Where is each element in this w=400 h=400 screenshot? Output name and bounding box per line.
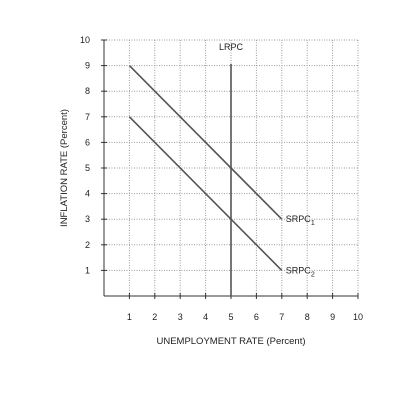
x-tick-label-8: 8	[305, 312, 310, 322]
y-tick-label-5: 5	[85, 163, 90, 173]
srpc-2-label: SRPC2	[286, 265, 315, 278]
x-tick-label-1: 1	[127, 312, 132, 322]
x-tick-label-2: 2	[152, 312, 157, 322]
series	[128, 64, 283, 296]
x-tick-label-4: 4	[203, 312, 208, 322]
y-axis-title: INFLATION RATE (Percent)	[59, 109, 70, 227]
srpc-1-label: SRPC1	[286, 214, 315, 227]
x-axis-title: UNEMPLOYMENT RATE (Percent)	[156, 336, 305, 347]
lrpc-label: LRPC	[219, 42, 244, 52]
y-tick-label-10: 10	[80, 35, 90, 45]
labels: 1 2 3 4 5 6 7 8 9 10 1 2 3 4 5 6 7 8 9 10 LRPC SRPC1 SRPC2	[80, 35, 363, 322]
x-tick-label-6: 6	[254, 312, 259, 322]
y-tick-label-2: 2	[85, 240, 90, 250]
srpc-2-line	[128, 116, 283, 271]
x-tick-label-5: 5	[228, 312, 233, 322]
y-tick-label-4: 4	[85, 189, 90, 199]
x-tick-label-3: 3	[178, 312, 183, 322]
y-tick-label-6: 6	[85, 137, 90, 147]
y-tick-label-9: 9	[85, 61, 90, 71]
y-tick-label-3: 3	[85, 214, 90, 224]
x-tick-label-9: 9	[330, 312, 335, 322]
x-tick-label-10: 10	[353, 312, 363, 322]
srpc-1-line	[128, 65, 283, 220]
y-tick-label-8: 8	[85, 86, 90, 96]
x-tick-label-7: 7	[279, 312, 284, 322]
y-tick-label-7: 7	[85, 112, 90, 122]
axes	[101, 39, 359, 299]
y-tick-label-1: 1	[85, 265, 90, 275]
